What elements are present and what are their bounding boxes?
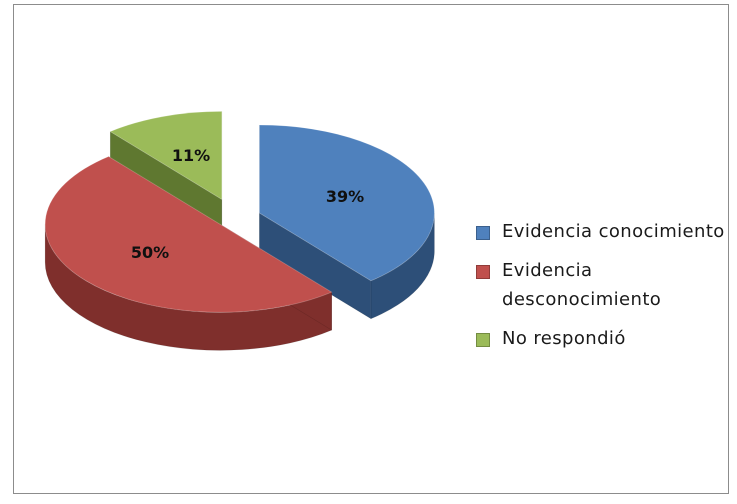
pie-slice-tops: [44, 110, 435, 313]
pie-side-desconocimiento: [44, 224, 332, 351]
legend-item-conocimiento: Evidencia conocimiento: [476, 217, 737, 246]
legend-swatch-no-respondio: [476, 333, 490, 347]
pie-slice-no-respondio: [109, 110, 223, 201]
pie-slice-conocimiento: [259, 124, 435, 282]
legend-label-conocimiento: Evidencia conocimiento: [502, 221, 725, 242]
legend-item-no-respondio: No respondió: [476, 324, 737, 353]
chart-legend: Evidencia conocimiento Evidencia descono…: [476, 217, 737, 363]
legend-swatch-desconocimiento: [476, 265, 490, 279]
legend-label-no-respondio: No respondió: [502, 328, 626, 349]
pie-cut-conocimiento-1: [259, 212, 372, 320]
pie-chart: 39% 50% 11%: [44, 110, 435, 351]
pie-label-conocimiento: 39%: [326, 187, 364, 206]
pie-data-labels: 39% 50% 11%: [131, 146, 364, 262]
chart-frame: 39% 50% 11% Evidencia conocimiento Evidenc…: [13, 4, 729, 494]
legend-label-desconocimiento: Evidencia desconocimiento: [502, 260, 662, 310]
pie-slice-desconocimiento: [44, 156, 333, 313]
legend-item-desconocimiento: Evidencia desconocimiento: [476, 256, 737, 314]
pie-label-no-respondio: 11%: [172, 146, 210, 165]
legend-swatch-conocimiento: [476, 226, 490, 240]
pie-label-desconocimiento: 50%: [131, 243, 169, 262]
